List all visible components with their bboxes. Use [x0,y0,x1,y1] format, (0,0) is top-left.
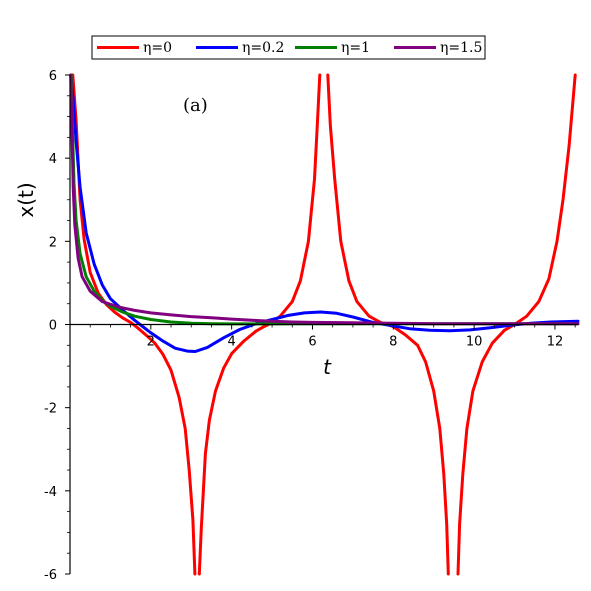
axes: 2 4 6 8 10 12 -6 -4 -2 0 2 4 6 [44,69,578,583]
x-tick-label-3: 8 [389,335,397,350]
x-tick-label-4: 10 [466,335,483,350]
legend-label-3: η=1.5 [440,40,482,56]
x-tick-label-2: 6 [308,335,316,350]
y-tick-label-6: 6 [49,69,57,84]
series-line-1-seg-0 [69,73,580,353]
x-tick-label-5: 12 [547,335,564,350]
y-tick-label-4: 2 [49,235,57,250]
x-axis-title: t [323,355,332,379]
series-line-2-seg-0 [69,73,580,326]
y-tick-label-1: -4 [44,485,57,500]
legend-box [91,35,486,60]
x-tick-label-1: 4 [228,335,236,350]
series-layer [69,73,580,576]
y-axis-title: x(t) [14,182,38,217]
y-tick-label-5: 4 [49,152,57,167]
x-tick-label-0: 2 [147,335,155,350]
annotation-label: (a) [183,95,208,116]
legend-label-1: η=0.2 [242,40,284,56]
series-line-0-seg-3 [456,73,577,576]
series-line-3-seg-0 [69,73,580,326]
legend: η=0 η=0.2 η=1 η=1.5 [91,35,486,60]
y-tick-label-0: -6 [44,568,57,583]
y-tick-label-3: 0 [49,319,57,334]
legend-label-2: η=1 [341,40,370,56]
legend-label-0: η=0 [143,40,172,56]
y-tick-label-2: -2 [44,402,57,417]
series-line-0-seg-1 [197,73,322,576]
